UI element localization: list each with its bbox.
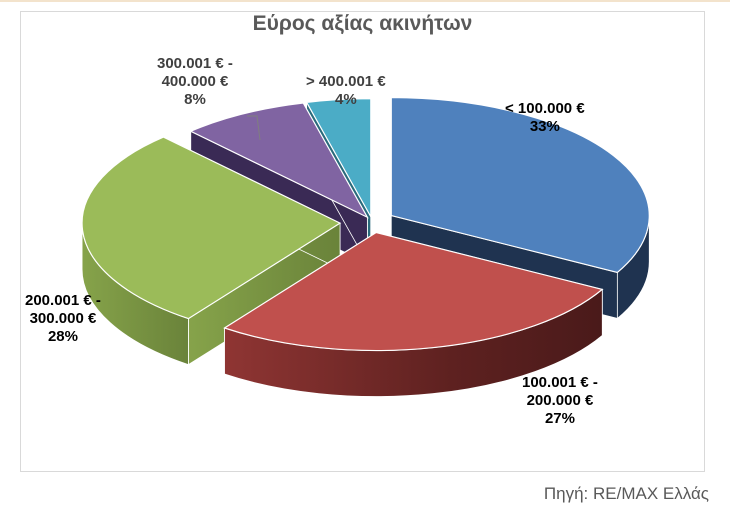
label-range-end: 200.000 € — [526, 392, 594, 409]
label-percent: 28% — [47, 328, 78, 345]
label-range-start: 300.001 € - — [157, 55, 233, 72]
label-range-start: 100.001 € - — [522, 374, 598, 391]
source-note: Πηγή: RE/MAX Ελλάς — [543, 484, 709, 503]
label-300k-400k: 300.001 € - 400.000 € 8% — [157, 55, 233, 109]
label-range-end: 400.000 € — [161, 73, 229, 90]
label-under-100k: < 100.000 € 33% — [505, 100, 585, 136]
chart-title: Εύρος αξίας ακινήτων — [252, 12, 473, 35]
label-range: < 100.000 € — [505, 100, 585, 117]
label-range-start: 200.001 € - — [25, 292, 101, 309]
label-over-400k: > 400.001 € 4% — [306, 73, 386, 109]
label-percent: 8% — [184, 91, 206, 108]
label-100k-200k: 100.001 € - 200.000 € 27% — [522, 374, 598, 428]
label-percent: 27% — [544, 410, 575, 427]
top-border — [0, 0, 730, 2]
label-200k-300k: 200.001 € - 300.000 € 28% — [25, 292, 101, 346]
label-percent: 33% — [529, 118, 560, 135]
label-range: > 400.001 € — [306, 73, 386, 90]
label-range-end: 300.000 € — [29, 310, 97, 327]
label-percent: 4% — [334, 91, 357, 108]
